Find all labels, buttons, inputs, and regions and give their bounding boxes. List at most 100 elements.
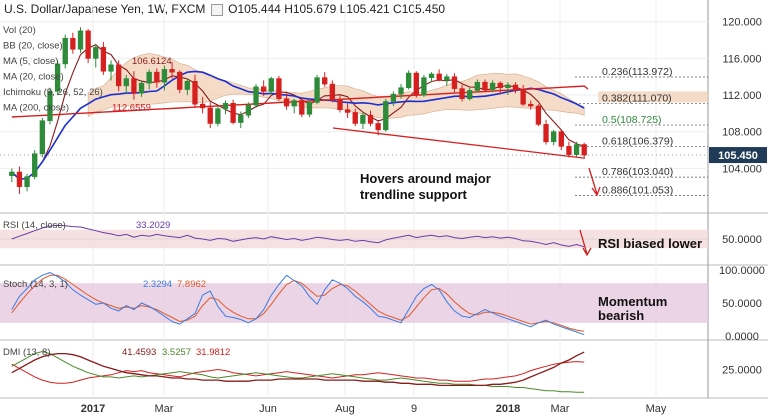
dmi-minus-line (11, 361, 585, 384)
candle-body (47, 91, 53, 122)
candle-body (528, 103, 534, 107)
candle-body (154, 71, 160, 83)
candle-body (192, 81, 198, 105)
legend-label: Ichimoku (9, 26, 52, 26) (3, 87, 103, 98)
candle-body (268, 78, 274, 92)
low-value: 105.421 (346, 2, 390, 16)
stoch-k-line (11, 272, 585, 336)
symbol-title: U.S. Dollar/Japanese Yen, 1W, FXCM (4, 2, 206, 16)
stoch-d-line (11, 274, 585, 332)
grid-layer (0, 0, 768, 399)
candle-body (85, 30, 91, 59)
candle-body (314, 77, 320, 103)
candle-body (344, 109, 351, 113)
last-price-label: 105.450 (718, 150, 758, 162)
candle-body (566, 146, 572, 155)
candle-body (352, 112, 358, 124)
candle-body (260, 86, 267, 92)
candle-body (337, 99, 343, 111)
candle-body (375, 123, 381, 131)
y-tick-label: 108.000 (722, 127, 762, 139)
rsi-y-tick: 50.0000 (722, 234, 762, 246)
candle-body (581, 144, 587, 156)
x-tick-label: Aug (335, 403, 355, 415)
candle-body (550, 131, 557, 143)
candle-body (131, 78, 137, 94)
dmi-title: DMI (13, 8) (3, 347, 51, 358)
last-price-tag (709, 147, 767, 164)
candle-body (467, 90, 473, 100)
candle-body (70, 37, 76, 50)
price-axis: 2017 Mar Jun Aug 9 2018 Mar May 120.000 116.000 11… (0, 17, 767, 415)
open-value: 105.444 (237, 2, 281, 16)
close-label: C (393, 2, 402, 16)
candle-body (383, 101, 389, 131)
visibility-toggle-icon[interactable] (210, 3, 223, 16)
candle-body (428, 73, 435, 78)
candle-body (146, 71, 152, 84)
stoch-k-value: 2.3294 (143, 279, 172, 290)
candle-body (32, 153, 38, 177)
y-tick-label: 104.000 (722, 163, 762, 175)
fib-level-label: 0.236(113.972) (602, 66, 672, 78)
candle-body (115, 64, 122, 87)
x-tick-label: May (646, 403, 667, 415)
x-tick-label: 2018 (496, 403, 520, 415)
fibonacci-levels: 0.236(113.972) 0.382(111.070) 0.5(108.725)… (575, 66, 708, 196)
stoch-y-tick: 0.0000 (725, 331, 759, 343)
ichimoku-cloud-forward (598, 91, 708, 103)
candle-body (329, 83, 336, 100)
candle-body (24, 176, 30, 187)
candle-body (39, 120, 46, 154)
legend-value: 106.6124 (132, 56, 172, 67)
legend-label: Vol (20) (3, 25, 36, 36)
candle-body (474, 81, 481, 91)
x-tick-label: 9 (411, 403, 417, 415)
candle-body (482, 81, 488, 90)
candle-body (291, 100, 297, 107)
adx-line (11, 351, 585, 387)
indicator-legend: Vol (20) BB (20, close) MA (5, close) 106.6… (3, 25, 172, 114)
legend-label: MA (20, close) (3, 72, 64, 83)
candle-body (459, 88, 465, 100)
annotation-text: bearish (598, 308, 644, 323)
high-value: 105.679 (292, 2, 337, 16)
fib-level-label: 0.618(106.379) (602, 136, 673, 148)
legend-label: BB (20, close) (3, 41, 63, 52)
x-tick-label: Mar (155, 403, 174, 415)
candle-body (520, 89, 526, 105)
fib-level-label: 0.5(108.725) (602, 114, 662, 126)
annotation-text: RSI biased lower (598, 236, 702, 251)
candle-body (77, 30, 84, 50)
candle-body (283, 98, 290, 107)
fib-level-label: 0.382(111.070) (602, 93, 672, 105)
candlestick-series (9, 27, 587, 195)
legend-label: MA (200, close) (3, 103, 69, 114)
open-label: O (228, 2, 238, 16)
rsi-line (11, 224, 585, 248)
dmi-minus-value: 31.9812 (196, 347, 230, 358)
candle-body (253, 86, 259, 106)
candle-body (421, 77, 427, 96)
candle-body (535, 105, 542, 125)
candle-body (497, 82, 503, 89)
candle-body (276, 78, 282, 100)
candle-body (54, 63, 61, 92)
candle-body (306, 102, 313, 115)
candle-body (444, 76, 450, 81)
candle-body (230, 102, 236, 123)
legend-label: MA (5, close) (3, 56, 58, 67)
candle-body (512, 84, 519, 90)
rsi-value: 33.2029 (136, 220, 170, 231)
candle-body (505, 84, 511, 89)
y-tick-label: 116.000 (723, 53, 762, 65)
stoch-y-tick: 50.0000 (722, 298, 762, 310)
down-arrow-icon (588, 167, 601, 197)
candle-body (489, 82, 496, 90)
candle-body (436, 73, 442, 81)
candle-body (161, 69, 168, 83)
high-label: H (284, 2, 293, 16)
candle-body (367, 114, 374, 124)
